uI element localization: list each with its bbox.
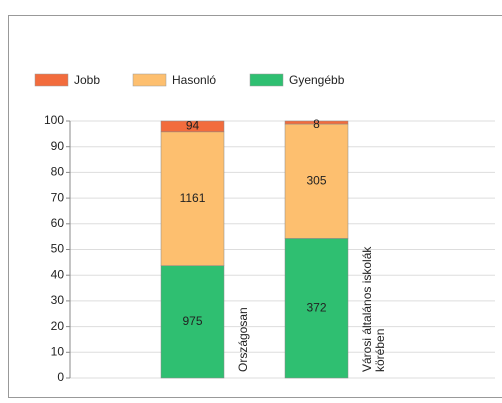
y-tick-label: 10	[51, 344, 65, 358]
bar-segment	[284, 238, 349, 379]
y-tick-label: 20	[51, 319, 65, 333]
data-label: 305	[306, 173, 326, 187]
legend-swatch	[132, 73, 167, 87]
data-label: 372	[306, 300, 326, 314]
bar-segment	[284, 123, 349, 239]
data-label: 94	[186, 119, 200, 133]
bar-segment	[160, 120, 225, 133]
legend-label: Jobb	[74, 73, 100, 87]
legend-label: Gyengébb	[289, 73, 345, 87]
y-tick-label: 100	[44, 113, 64, 127]
data-label: 1161	[180, 191, 206, 205]
y-tick-label: 80	[51, 165, 65, 179]
bar-segment	[160, 131, 225, 266]
x-tick-label: Városi általános iskolákkörében	[360, 246, 387, 372]
x-tick-label: Országosan	[236, 307, 250, 372]
y-tick-label: 90	[51, 139, 65, 153]
y-tick-label: 50	[51, 242, 65, 256]
y-tick-label: 30	[51, 293, 65, 307]
y-tick-label: 0	[57, 370, 64, 384]
bar-segment	[284, 120, 349, 125]
legend-swatch	[249, 73, 284, 87]
legend-label: Hasonló	[172, 73, 216, 87]
legend-swatch	[34, 73, 69, 87]
bar-segment	[160, 265, 225, 379]
y-tick-label: 60	[51, 216, 65, 230]
y-tick-label: 70	[51, 190, 65, 204]
y-tick-label: 40	[51, 267, 65, 281]
data-label: 8	[313, 117, 320, 131]
data-label: 975	[182, 314, 202, 328]
